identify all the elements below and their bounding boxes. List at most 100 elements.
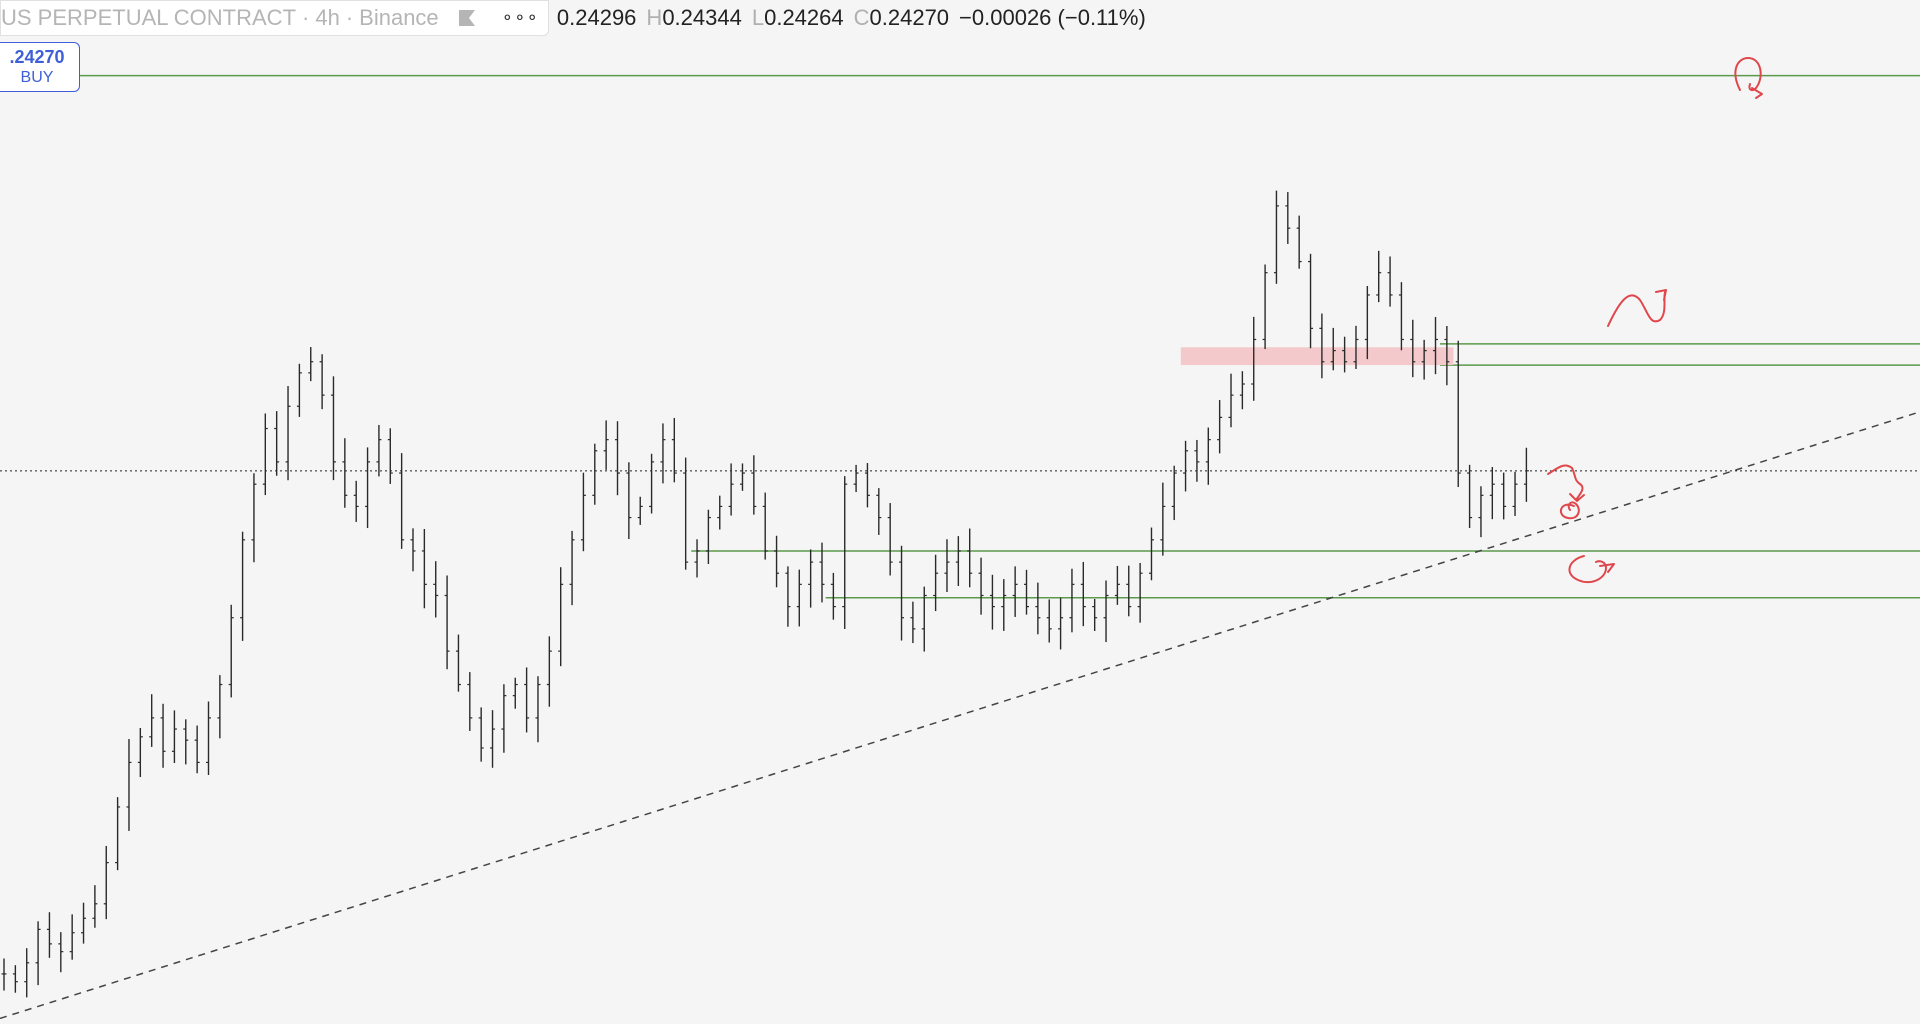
- candle: [1024, 569, 1030, 615]
- candle: [1387, 256, 1393, 307]
- candle: [683, 457, 689, 570]
- candle: [694, 539, 700, 578]
- horizontal-levels: [76, 74, 1920, 599]
- candle: [1501, 472, 1507, 520]
- candle: [1376, 250, 1382, 303]
- candle: [1035, 582, 1041, 635]
- interval[interactable]: 4h: [315, 5, 340, 30]
- candle: [1364, 286, 1370, 360]
- candle: [842, 476, 848, 629]
- candle: [649, 453, 655, 514]
- candle: [671, 417, 677, 483]
- candle: [808, 549, 814, 608]
- candle: [944, 539, 950, 592]
- candle: [1137, 562, 1143, 623]
- candle: [115, 797, 121, 871]
- ohlc-values: 0.24296 H 0.24344 L 0.24264 C 0.24270 −0…: [557, 5, 1146, 31]
- candle: [660, 423, 666, 484]
- wave-up-arrow-annotation: [1607, 289, 1667, 327]
- candle: [1319, 313, 1325, 379]
- candle: [546, 636, 552, 707]
- candle: [387, 428, 393, 484]
- candle: [433, 561, 439, 618]
- candle: [978, 557, 984, 615]
- candle: [1012, 566, 1018, 617]
- candle: [524, 667, 530, 733]
- candle: [1, 958, 7, 991]
- candle: [58, 932, 64, 973]
- candle: [1058, 597, 1064, 650]
- low-value: 0.24264: [764, 5, 844, 30]
- hand-drawn-annotations: [1547, 57, 1763, 584]
- candle: [603, 420, 609, 470]
- candle: [194, 725, 200, 774]
- candle: [262, 413, 268, 496]
- symbol-name: US PERPETUAL CONTRACT: [1, 5, 297, 30]
- candle: [899, 545, 905, 641]
- candle: [1353, 325, 1359, 369]
- supply-zone: [1180, 347, 1454, 366]
- candle: [1444, 325, 1450, 386]
- high-value: 0.24344: [662, 5, 742, 30]
- candle: [1171, 465, 1177, 521]
- candle: [864, 463, 870, 508]
- low-label: L: [751, 5, 765, 30]
- candle: [1410, 319, 1416, 378]
- candle: [46, 912, 52, 958]
- candle: [1478, 486, 1484, 538]
- down-arrow-annotation: [1547, 464, 1585, 502]
- candle: [490, 710, 496, 768]
- candle: [160, 703, 166, 768]
- candle: [206, 701, 212, 775]
- candle: [1251, 316, 1257, 401]
- candle: [399, 453, 405, 549]
- candle: [308, 347, 314, 382]
- candle: [1455, 340, 1461, 488]
- candle: [1126, 565, 1132, 617]
- candle: [81, 902, 87, 944]
- exchange: Binance: [359, 5, 439, 30]
- candle: [330, 376, 336, 481]
- candle: [1489, 467, 1495, 520]
- candle: [501, 684, 507, 753]
- candles: [1, 190, 1529, 998]
- buy-button[interactable]: .24270 BUY: [0, 42, 80, 92]
- candle: [1001, 579, 1007, 631]
- candle: [921, 586, 927, 652]
- candle: [989, 574, 995, 630]
- change-value: −0.00026 (−0.11%): [959, 5, 1146, 30]
- candle: [751, 455, 757, 515]
- candle: [774, 535, 780, 588]
- candle: [12, 965, 18, 993]
- candle: [1092, 599, 1098, 631]
- candle: [285, 386, 291, 481]
- candle: [705, 509, 711, 564]
- buy-price: .24270: [9, 47, 65, 67]
- candle: [626, 462, 632, 540]
- candle: [69, 914, 75, 960]
- candle: [35, 921, 41, 986]
- high-label: H: [646, 5, 663, 30]
- candle: [240, 531, 246, 641]
- loop-arrow-right-annotation: [1568, 555, 1615, 584]
- close-value: 0.24270: [869, 5, 950, 30]
- candle: [910, 601, 916, 644]
- bounce-loop-annotation: [1559, 501, 1580, 520]
- candle: [342, 438, 348, 508]
- candle: [785, 566, 791, 627]
- candle: [1262, 264, 1268, 350]
- candle: [876, 488, 882, 535]
- symbol-info[interactable]: US PERPETUAL CONTRACT · 4h · Binance ⚬⚬⚬: [0, 0, 549, 36]
- flag-icon[interactable]: [457, 9, 477, 27]
- separator: ·: [302, 5, 310, 30]
- more-dots-icon[interactable]: ⚬⚬⚬: [500, 10, 539, 27]
- candle: [421, 528, 427, 609]
- candle: [933, 554, 939, 612]
- candle: [126, 739, 132, 831]
- candle: [183, 719, 189, 765]
- candle: [1342, 336, 1348, 373]
- candle: [1308, 253, 1314, 349]
- candle: [830, 572, 836, 620]
- candle: [1285, 192, 1291, 244]
